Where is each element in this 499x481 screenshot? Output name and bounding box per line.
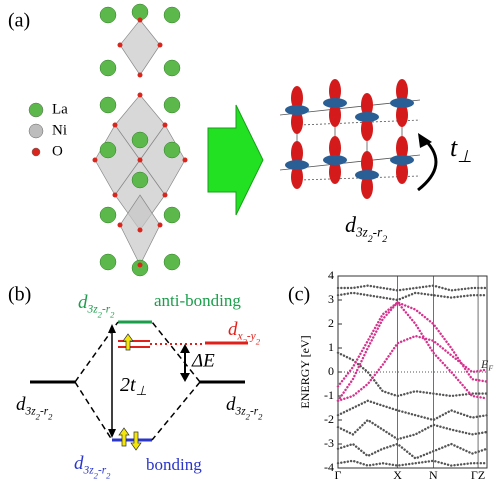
delta-e-label: ΔE bbox=[191, 350, 215, 371]
orbital-ring bbox=[355, 112, 379, 122]
label-part: 2 bbox=[106, 470, 111, 480]
y-tick-label: -4 bbox=[324, 460, 334, 474]
band bbox=[338, 461, 487, 466]
y-tick-label: 1 bbox=[328, 340, 334, 354]
x-tick-label: ΓZ bbox=[471, 468, 485, 481]
label-part: d bbox=[16, 394, 26, 415]
label-part: 3z bbox=[83, 464, 95, 476]
y-tick-label: 3 bbox=[328, 292, 334, 306]
band bbox=[338, 293, 487, 300]
label-part: d bbox=[228, 319, 238, 340]
y-tick-label: 2 bbox=[328, 316, 334, 330]
level-orbital: d3z2-r2 bbox=[226, 394, 263, 421]
label-part: d bbox=[78, 292, 88, 313]
x-tick-label: N bbox=[429, 468, 438, 481]
x-tick-label: X bbox=[393, 468, 402, 481]
panel-label: (a) bbox=[8, 10, 30, 32]
legend-marker bbox=[29, 103, 43, 117]
label-part: 3z bbox=[25, 405, 37, 417]
orbital-ring bbox=[285, 160, 309, 170]
figure: (a)(b)(c)LaNiOt⊥d3z2-r2d3z2-r2anti-bondi… bbox=[0, 0, 499, 481]
green-arrow bbox=[208, 105, 263, 215]
orbital-ring bbox=[323, 98, 347, 108]
legend-marker bbox=[29, 124, 43, 138]
level-orbital: d3z2-r2 bbox=[16, 394, 53, 421]
panel-label: (c) bbox=[288, 284, 310, 306]
panel-label: (b) bbox=[8, 284, 31, 306]
antibonding-label: anti-bonding bbox=[154, 291, 241, 310]
label-part: 3z bbox=[87, 303, 99, 315]
antibonding-orbital: d3z2-r2 bbox=[78, 292, 115, 319]
level-diagram bbox=[30, 322, 248, 440]
label-part: 2t bbox=[120, 374, 136, 396]
band bbox=[338, 420, 487, 439]
orbital-ring bbox=[390, 98, 414, 108]
bonding-orbital: d3z2-r2 bbox=[74, 453, 111, 480]
y-axis-label: ENERGY [eV] bbox=[298, 335, 312, 408]
legend-label: Ni bbox=[52, 122, 67, 138]
label-part: 2 bbox=[258, 411, 263, 421]
band bbox=[338, 444, 487, 458]
band bbox=[338, 302, 487, 400]
label-part: 2 bbox=[48, 411, 53, 421]
label-part: ⊥ bbox=[136, 383, 147, 398]
splitting-label: 2t⊥ bbox=[120, 374, 147, 398]
band bbox=[338, 286, 487, 291]
orbitals bbox=[285, 79, 414, 199]
legend-label: La bbox=[52, 101, 68, 117]
bonding-label: bonding bbox=[146, 455, 202, 474]
label-part: 2 bbox=[382, 234, 387, 245]
y-tick-label: -3 bbox=[324, 436, 334, 450]
label-part: d bbox=[226, 394, 236, 415]
x-tick-label: Γ bbox=[335, 468, 342, 481]
label-part: 2 bbox=[110, 309, 115, 319]
label-part: F bbox=[487, 363, 493, 372]
label-part: 3z bbox=[355, 225, 368, 240]
orbital-ring bbox=[355, 170, 379, 180]
legend-label: O bbox=[52, 143, 63, 159]
band bbox=[338, 401, 487, 420]
hopping-label: t⊥ bbox=[450, 133, 472, 166]
label-part: ⊥ bbox=[457, 147, 472, 166]
legend-marker bbox=[32, 148, 40, 156]
orbital-ring bbox=[323, 155, 347, 165]
y-tick-label: -1 bbox=[324, 388, 334, 402]
orbital-label: d3z2-r2 bbox=[345, 212, 387, 245]
fermi-label: EF bbox=[480, 357, 493, 373]
y-tick-label: 0 bbox=[328, 364, 334, 378]
orbital-ring bbox=[285, 105, 309, 115]
band bbox=[338, 302, 487, 386]
y-tick-label: 4 bbox=[328, 268, 334, 282]
label-part: d bbox=[74, 453, 84, 474]
orbital-ring bbox=[390, 155, 414, 165]
label-part: 3z bbox=[235, 405, 247, 417]
label-part: 2 bbox=[256, 336, 261, 346]
y-tick-label: -2 bbox=[324, 412, 334, 426]
